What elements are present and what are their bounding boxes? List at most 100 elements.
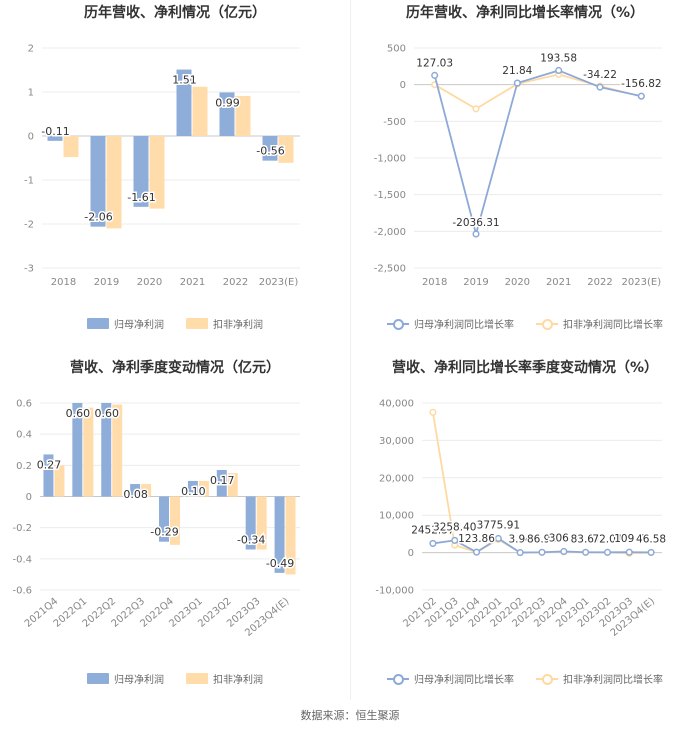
data-label: 2452.37 [411,524,454,536]
y-tick-label: 1 [28,88,34,99]
bar [106,136,122,229]
y-tick-label: -2,500 [374,264,406,275]
y-tick-label: -1 [24,176,34,187]
bar [216,470,227,497]
legend-label: 扣非净利润同比增长率 [563,320,663,331]
data-point [647,548,655,556]
data-label: 0.99 [215,96,240,109]
y-tick-label: -0.2 [12,523,32,534]
bar [149,136,165,209]
data-point [637,92,645,100]
x-tick-label: 2020 [137,277,162,288]
data-point [555,66,563,75]
bar [262,136,278,161]
legend: 归母净利润 扣非净利润 [0,316,350,331]
y-tick-label: 30,000 [379,436,414,447]
data-point [472,230,480,238]
data-label: 83.67 [571,533,601,545]
bar [198,480,209,497]
bar [170,496,180,545]
legend-swatch [186,318,208,329]
data-point [494,534,502,543]
data-point [472,105,480,113]
legend-item-deducted-profit[interactable]: 扣非净利润 [186,316,263,331]
data-point [596,83,604,91]
data-label: 0.08 [123,488,148,501]
x-tick-label: 2019 [463,277,488,288]
x-tick-label: 2018 [51,277,76,288]
bar [90,136,106,227]
bar [54,465,65,497]
x-tick-label: 2023(E) [259,277,299,288]
y-tick-label: -1,000 [374,154,406,165]
legend-item-parent-growth[interactable]: 归母净利润同比增长率 [387,671,514,686]
data-point [429,539,437,547]
bar [159,496,169,542]
y-tick-label: 10,000 [379,511,414,522]
y-tick-label: -10,000 [375,586,414,597]
data-point [516,549,524,557]
bar [227,473,238,497]
data-label: -0.29 [150,526,178,539]
data-label: -2036.31 [452,217,499,229]
y-tick-label: 500 [387,44,406,55]
x-tick-label: 2021 [546,277,571,288]
legend-swatch [87,673,109,684]
quarterly-profit-panel: 营收、净利季度变动情况（亿元） 0.6 0.4 0.2 0 -0.2 -0.4 -0.6 20… [0,355,350,700]
y-tick-label: -0.6 [12,586,32,597]
data-point [472,548,481,556]
bar [285,496,296,575]
data-point [451,536,459,544]
panel-title: 营收、净利同比增长率季度变动情况（%） [391,360,659,376]
data-label: -0.34 [237,533,265,546]
bar [245,496,256,550]
bar [43,454,54,497]
quarterly-growth-chart: 40,00030,00020,00010,0000-10,0002021Q220… [375,399,667,639]
bar [101,403,112,497]
legend-swatch [387,673,409,685]
bar [83,407,94,497]
y-tick-label: -2 [24,220,34,231]
bar [274,496,285,573]
bar [112,404,123,497]
data-label: 86.95 [527,533,557,545]
y-tick-label: -1,500 [374,190,406,201]
data-label: 3258.40 [433,521,476,533]
legend-item-deducted-growth[interactable]: 扣非净利润同比增长率 [536,671,663,686]
bar [130,484,141,497]
x-tick-label: 2020 [505,277,530,288]
legend-label: 扣非净利润 [213,320,263,331]
data-label: 127.03 [416,57,453,69]
data-label: -2.06 [84,211,112,224]
data-label: 3775.91 [477,519,520,531]
legend-item-deducted-growth[interactable]: 扣非净利润同比增长率 [536,316,663,331]
y-tick-label: -3 [24,264,34,275]
data-label: 109.7 [614,533,644,545]
y-tick-label: 0 [400,80,406,91]
legend-item-parent-profit[interactable]: 归母净利润 [87,671,164,686]
data-label: -1.61 [127,191,155,204]
data-label: 21.84 [502,65,532,77]
legend-swatch [87,318,109,329]
legend-item-deducted-profit[interactable]: 扣非净利润 [186,671,263,686]
x-tick-label: 2023(E) [622,277,662,288]
data-label: 3.94 [508,534,532,546]
data-label: 193.58 [540,52,577,64]
annual-growth-chart: 500 0 -500 -1,000 -1,500 -2,000 -2,500 2018 2019… [374,44,663,289]
quarterly-growth-panel: 营收、净利同比增长率季度变动情况（%） 40,000 30,000 20,000 10… [350,355,700,700]
legend-label: 扣非净利润同比增长率 [563,675,663,686]
bar [72,403,83,497]
bar [63,136,79,158]
legend-item-parent-growth[interactable]: 归母净利润同比增长率 [387,316,514,331]
annual-profit-chart: 2 1 0 -1 -2 -3 2018 2019 2020 2021 2022 2023(E) -0.1… [24,44,300,288]
series-line [433,69,642,238]
legend: 归母净利润同比增长率 扣非净利润同比增长率 [350,671,700,686]
legend-item-parent-profit[interactable]: 归母净利润 [87,316,164,331]
data-point [560,547,568,556]
bar [219,92,235,136]
x-tick-label: 2019 [94,277,119,288]
y-tick-label: -0.4 [12,554,32,565]
y-tick-label: 0.4 [16,430,32,441]
data-label: 0.60 [66,407,91,420]
legend-label: 归母净利润同比增长率 [414,320,514,331]
